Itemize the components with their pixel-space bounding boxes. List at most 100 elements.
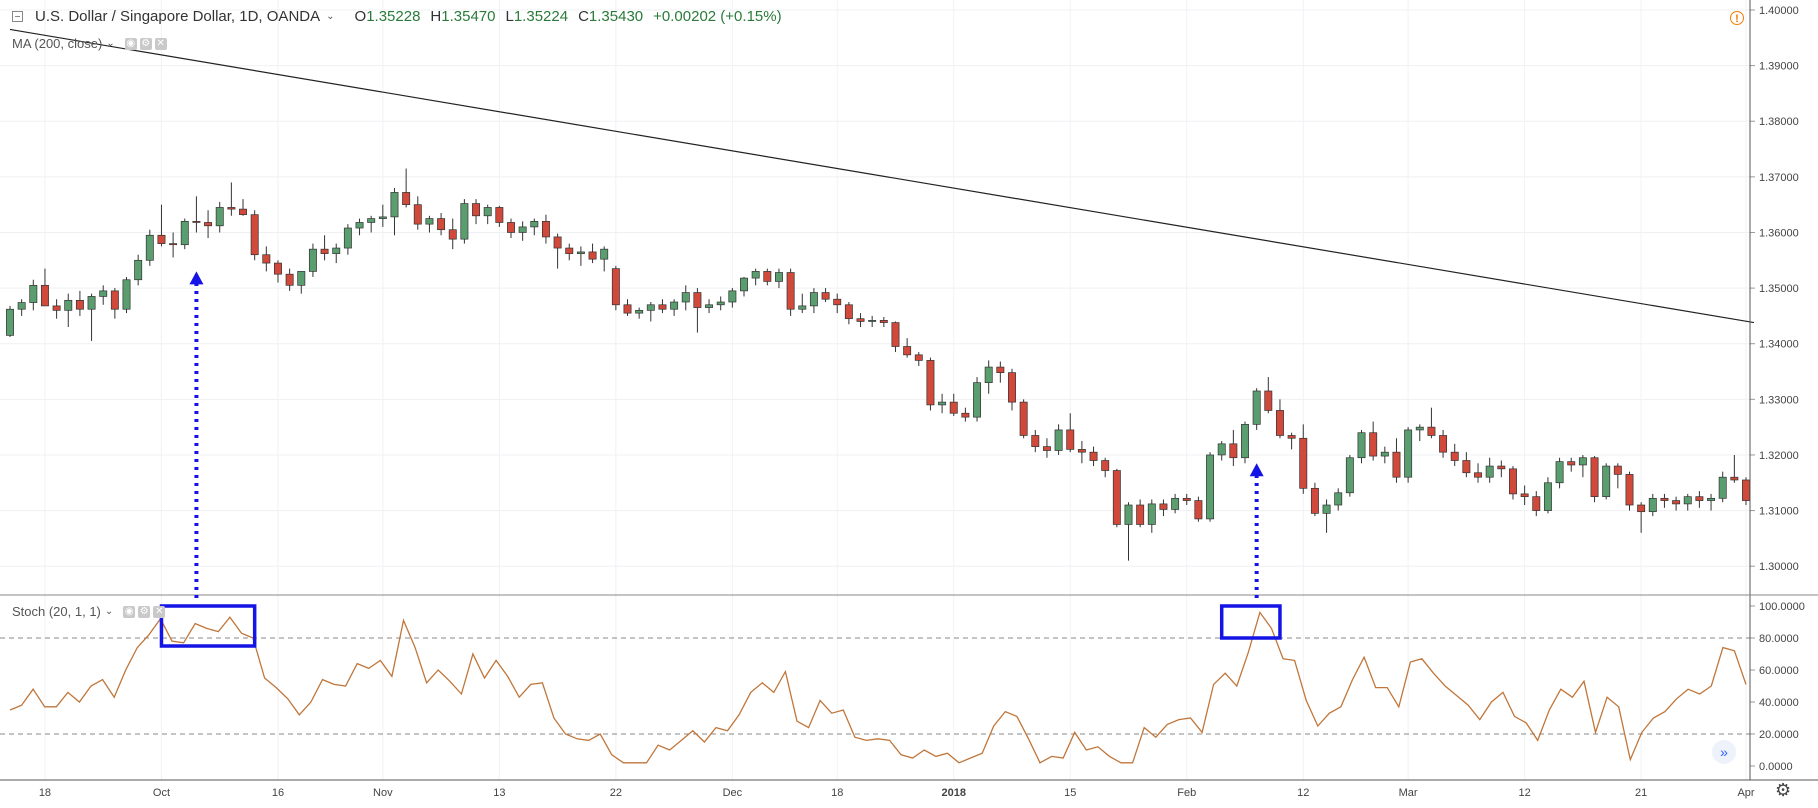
candle: [891, 321, 900, 353]
candle: [134, 254, 143, 286]
candle-body: [530, 221, 539, 228]
candle-body: [250, 214, 259, 256]
candle-body: [1171, 497, 1180, 510]
gear-icon[interactable]: ⚙: [139, 37, 152, 50]
chevron-down-icon[interactable]: ⌄: [326, 11, 335, 22]
candle-body: [1718, 476, 1727, 499]
eye-icon[interactable]: ◉: [123, 605, 136, 618]
ma-legend[interactable]: MA (200, close) ⌄ ◉ ⚙ ✕: [12, 36, 167, 51]
candle-body: [576, 251, 585, 254]
candle-body: [448, 229, 457, 240]
candle-body: [390, 192, 399, 218]
candle: [1648, 493, 1657, 517]
candle: [786, 268, 795, 316]
candle-body: [1031, 435, 1040, 447]
price-tick-label: 1.30000: [1759, 561, 1799, 573]
candle: [868, 315, 877, 328]
candle: [856, 313, 865, 328]
candle: [1322, 499, 1331, 533]
candle: [390, 187, 399, 236]
candle: [1555, 457, 1564, 489]
candle-body: [716, 301, 725, 306]
candle: [192, 196, 201, 233]
price-pane[interactable]: [6, 28, 1755, 561]
candle: [378, 204, 387, 227]
time-tick-label: Apr: [1737, 787, 1754, 799]
candle: [1415, 424, 1424, 442]
stoch-tick-label: 100.0000: [1759, 601, 1805, 613]
chevron-down-icon[interactable]: ⌄: [104, 606, 114, 617]
candle: [320, 235, 329, 261]
close-icon[interactable]: ✕: [154, 37, 167, 50]
candle-body: [798, 305, 807, 310]
candle: [1182, 493, 1191, 506]
price-tick-label: 1.36000: [1759, 227, 1799, 239]
candle-body: [984, 366, 993, 383]
change-value: +0.00202 (+0.15%): [653, 8, 782, 25]
chevron-down-icon[interactable]: ⌄: [106, 38, 115, 49]
candle: [1602, 463, 1611, 500]
candle-body: [518, 226, 527, 233]
candle-body: [274, 262, 282, 275]
candle-body: [1404, 429, 1413, 478]
candle-body: [1112, 470, 1121, 525]
candle-body: [1497, 465, 1506, 470]
candle: [1357, 429, 1366, 464]
candle: [1066, 413, 1075, 453]
time-tick-label: 21: [1635, 787, 1647, 799]
candle-body: [145, 234, 154, 261]
stoch-tick-label: 40.0000: [1759, 697, 1799, 709]
symbol-title[interactable]: U.S. Dollar / Singapore Dollar, 1D, OAND…: [35, 8, 321, 25]
gear-icon[interactable]: ⚙: [138, 605, 151, 618]
candle-body: [413, 204, 422, 225]
candle-body: [1357, 432, 1366, 459]
alert-icon[interactable]: !: [1730, 11, 1744, 25]
stoch-pane[interactable]: [0, 610, 1750, 764]
candle-body: [996, 366, 1005, 373]
candle-body: [1613, 465, 1622, 475]
candle: [1054, 424, 1063, 455]
settings-icon[interactable]: ⚙: [1775, 780, 1792, 800]
candle: [530, 218, 539, 236]
candle: [600, 246, 609, 272]
candle-body: [29, 284, 38, 303]
candle-body: [903, 346, 912, 356]
ohlc-values: O 1.35228 H 1.35470 L 1.35224 C 1.35430 …: [355, 8, 782, 25]
candle-body: [1520, 493, 1529, 498]
candle-body: [134, 259, 143, 281]
candle: [99, 285, 108, 305]
candle: [110, 288, 119, 319]
collapse-legend-icon[interactable]: [12, 11, 23, 22]
candle: [1287, 432, 1296, 450]
candle: [1543, 477, 1552, 514]
open-label: O: [354, 8, 367, 25]
candle: [1590, 456, 1599, 503]
time-tick-label: 15: [1064, 787, 1076, 799]
candle-body: [623, 304, 632, 314]
time-tick-label: Oct: [153, 787, 170, 799]
candle: [308, 243, 317, 277]
candle-body: [600, 248, 609, 260]
candle: [227, 182, 236, 216]
candle-body: [658, 304, 667, 310]
candle-body: [355, 222, 364, 229]
candle-body: [635, 309, 644, 314]
candle-body: [1077, 449, 1086, 453]
stoch-legend[interactable]: Stoch (20, 1, 1) ⌄ ◉ ⚙ ✕: [12, 604, 166, 619]
scroll-right-icon[interactable]: »: [1712, 740, 1736, 764]
candle-body: [914, 354, 923, 361]
candle-body: [1509, 468, 1517, 495]
candle: [157, 204, 166, 247]
candle-body: [6, 308, 14, 336]
candle: [1450, 443, 1459, 467]
eye-icon[interactable]: ◉: [124, 37, 137, 50]
close-icon[interactable]: ✕: [153, 605, 166, 618]
candle-body: [64, 299, 73, 311]
candle-body: [1742, 479, 1750, 501]
candle-body: [1660, 497, 1669, 501]
candle-body: [1275, 410, 1284, 436]
candle: [1264, 377, 1273, 414]
candle-body: [775, 272, 783, 282]
